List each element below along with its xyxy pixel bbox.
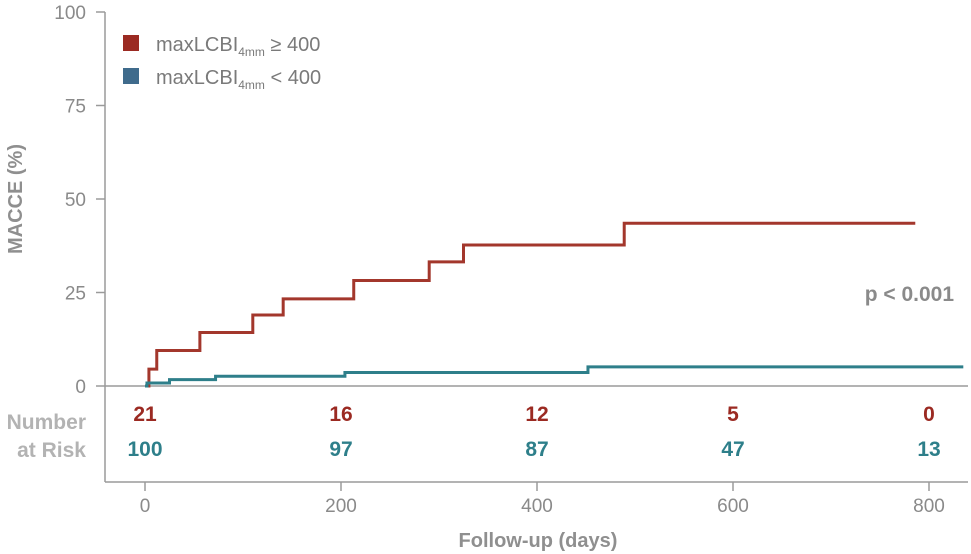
risk-value: 16: [329, 403, 352, 426]
risk-value: 5: [727, 403, 739, 426]
y-axis-ticks: 0 25 50 75 100: [54, 3, 105, 398]
y-tick-label: 50: [65, 190, 86, 211]
risk-value: 12: [525, 403, 548, 426]
legend: maxLCBI4mm ≥ 400 maxLCBI4mm < 400: [123, 34, 321, 92]
legend-swatch-low: [123, 68, 139, 84]
y-tick-label: 25: [65, 284, 86, 305]
series-layer: [145, 221, 964, 388]
risk-label-line2: at Risk: [17, 439, 86, 462]
risk-value: 13: [917, 438, 940, 461]
risk-value: 47: [721, 438, 744, 461]
y-tick-label: 75: [65, 97, 86, 118]
risk-table: 21 16 12 5 0 100 97 87 47 13: [127, 403, 940, 461]
risk-value: 97: [329, 438, 352, 461]
x-tick-label: 400: [521, 496, 553, 517]
y-tick-label: 100: [54, 3, 86, 24]
legend-label-high: maxLCBI4mm ≥ 400: [156, 34, 320, 59]
legend-swatch-high: [123, 35, 139, 51]
y-axis-label: MACCE (%): [5, 144, 27, 254]
risk-value: 100: [127, 438, 162, 461]
y-tick-label: 0: [75, 377, 86, 398]
x-tick-label: 600: [717, 496, 749, 517]
risk-value: 21: [133, 403, 157, 426]
risk-value: 87: [525, 438, 548, 461]
x-tick-label: 200: [325, 496, 357, 517]
series-line-1: [145, 365, 964, 388]
p-value-annotation: p < 0.001: [865, 283, 955, 306]
risk-value: 0: [923, 403, 935, 426]
series-line-0: [146, 221, 916, 388]
x-tick-label: 0: [140, 496, 151, 517]
x-tick-label: 800: [913, 496, 945, 517]
x-axis-label: Follow-up (days): [459, 530, 618, 552]
risk-label-line1: Number: [7, 411, 86, 434]
x-axis-ticks: 0 200 400 600 800: [140, 482, 945, 517]
legend-label-low: maxLCBI4mm < 400: [156, 67, 321, 92]
